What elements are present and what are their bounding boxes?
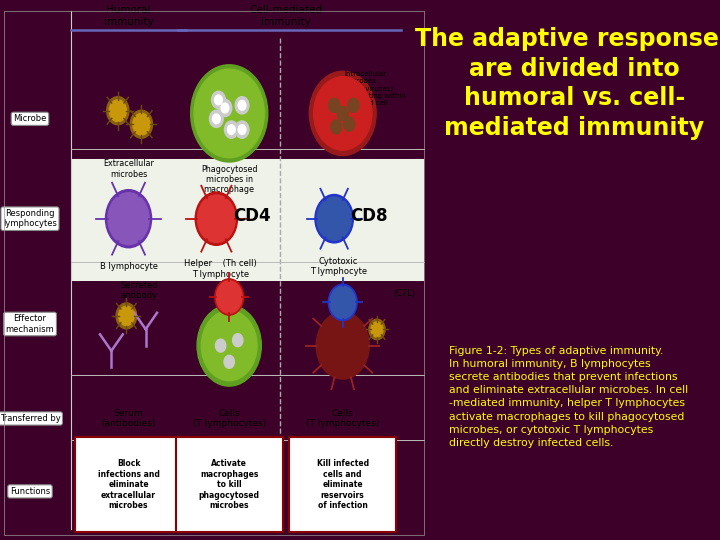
Circle shape bbox=[202, 310, 257, 381]
Circle shape bbox=[330, 286, 356, 319]
Text: Extracellular
microbes: Extracellular microbes bbox=[103, 159, 154, 179]
Circle shape bbox=[310, 71, 376, 156]
Text: Cells
(T lymphocytes): Cells (T lymphocytes) bbox=[192, 409, 266, 428]
Circle shape bbox=[238, 125, 246, 134]
Circle shape bbox=[215, 95, 222, 105]
Circle shape bbox=[316, 312, 369, 379]
Text: Humoral
immunity: Humoral immunity bbox=[104, 5, 153, 27]
Text: CD8: CD8 bbox=[351, 207, 388, 225]
Text: CD4: CD4 bbox=[233, 207, 271, 225]
Circle shape bbox=[195, 192, 238, 245]
Text: B lymphocyte: B lymphocyte bbox=[99, 262, 158, 271]
Text: Effector
mechanism: Effector mechanism bbox=[6, 314, 55, 334]
Text: Helper    (Th cell)
T lymphocyte: Helper (Th cell) T lymphocyte bbox=[184, 259, 257, 279]
Circle shape bbox=[343, 117, 355, 131]
Circle shape bbox=[369, 319, 385, 340]
Circle shape bbox=[116, 303, 137, 329]
Text: Cells
(T lymphocytes): Cells (T lymphocytes) bbox=[306, 409, 379, 428]
Circle shape bbox=[224, 355, 234, 368]
Circle shape bbox=[225, 121, 238, 138]
Circle shape bbox=[132, 113, 150, 135]
Circle shape bbox=[212, 114, 220, 124]
Circle shape bbox=[215, 279, 243, 315]
Text: Cell-mediated
immunity: Cell-mediated immunity bbox=[249, 5, 323, 27]
Circle shape bbox=[337, 106, 348, 120]
Circle shape bbox=[194, 69, 264, 158]
Text: (CTL): (CTL) bbox=[394, 289, 415, 298]
FancyBboxPatch shape bbox=[71, 159, 424, 281]
Text: Block
infections and
eliminate
extracellular
microbes: Block infections and eliminate extracell… bbox=[98, 460, 159, 510]
Circle shape bbox=[238, 100, 246, 110]
Text: Secreted
antibody: Secreted antibody bbox=[120, 281, 158, 300]
Text: Phagocytosed
microbes in
macrophage: Phagocytosed microbes in macrophage bbox=[201, 165, 258, 194]
Text: Kill infected
cells and
eliminate
reservoirs
of infection: Kill infected cells and eliminate reserv… bbox=[317, 460, 369, 510]
Text: Functions: Functions bbox=[10, 487, 50, 496]
Circle shape bbox=[106, 190, 151, 248]
Circle shape bbox=[197, 195, 235, 242]
Circle shape bbox=[315, 194, 354, 243]
Circle shape bbox=[228, 125, 235, 134]
Circle shape bbox=[210, 110, 223, 127]
Circle shape bbox=[328, 98, 340, 112]
Text: Cytotoxic
T lymphocyte: Cytotoxic T lymphocyte bbox=[310, 256, 367, 276]
Text: Responding
lymphocytes: Responding lymphocytes bbox=[3, 209, 57, 228]
FancyBboxPatch shape bbox=[75, 437, 182, 532]
Circle shape bbox=[197, 305, 261, 386]
Circle shape bbox=[233, 334, 243, 347]
Circle shape bbox=[235, 121, 249, 138]
Circle shape bbox=[108, 193, 149, 245]
Circle shape bbox=[218, 99, 232, 117]
Circle shape bbox=[221, 103, 229, 113]
FancyBboxPatch shape bbox=[176, 437, 283, 532]
Circle shape bbox=[119, 306, 134, 326]
Circle shape bbox=[215, 339, 226, 352]
Circle shape bbox=[216, 281, 242, 313]
Circle shape bbox=[130, 110, 153, 138]
FancyBboxPatch shape bbox=[289, 437, 396, 532]
Text: Transferred by: Transferred by bbox=[0, 414, 60, 423]
Text: The adaptive responses
are divided into
humoral vs. cell-
mediated immunity: The adaptive responses are divided into … bbox=[415, 27, 720, 140]
Circle shape bbox=[109, 100, 127, 122]
Circle shape bbox=[348, 98, 359, 112]
Circle shape bbox=[191, 65, 268, 162]
Circle shape bbox=[107, 97, 129, 125]
Circle shape bbox=[314, 77, 372, 150]
Text: Activate
macrophages
to kill
phagocytosed
microbes: Activate macrophages to kill phagocytose… bbox=[199, 460, 260, 510]
Circle shape bbox=[371, 322, 383, 337]
Circle shape bbox=[317, 197, 351, 240]
Text: Serum
(antibodies): Serum (antibodies) bbox=[102, 409, 156, 428]
Text: Microbe: Microbe bbox=[13, 114, 47, 123]
Circle shape bbox=[235, 97, 249, 114]
Circle shape bbox=[328, 284, 357, 321]
Text: Figure 1-2: Types of adaptive immunity.
In humoral immunity, B lymphocytes
secre: Figure 1-2: Types of adaptive immunity. … bbox=[449, 346, 688, 448]
Text: Intracellular
microbes
(e.g., viruses)
replicating within
infected cell: Intracellular microbes (e.g., viruses) r… bbox=[345, 71, 406, 106]
Circle shape bbox=[212, 91, 225, 109]
Circle shape bbox=[330, 120, 342, 134]
